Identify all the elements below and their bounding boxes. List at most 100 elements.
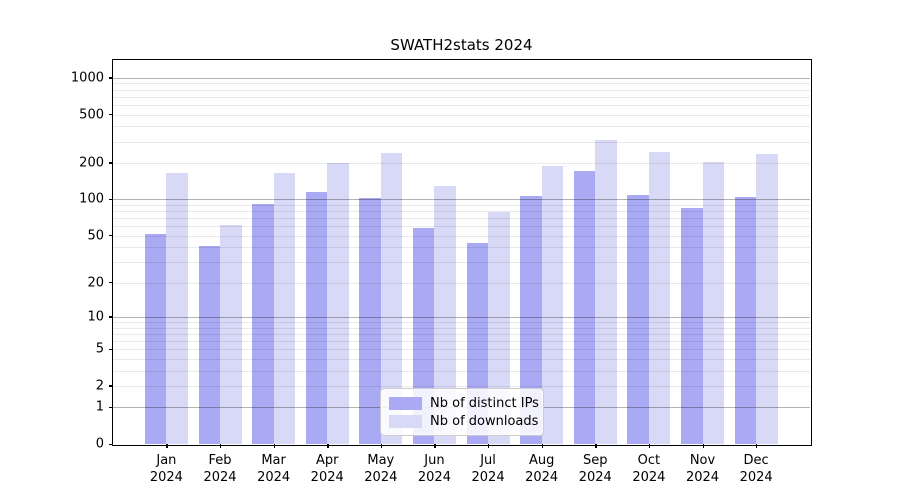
x-tick-jun-2024 <box>434 444 436 448</box>
bar-nb-of-distinct-ips-may-2024 <box>359 198 381 444</box>
y-tick-100 <box>109 198 113 201</box>
y-tick-10 <box>109 316 113 318</box>
y-tick-label-200: 200 <box>79 155 104 171</box>
x-tick-label-oct-2024: Oct 2024 <box>632 453 666 485</box>
y-tick-label-0: 0 <box>95 436 104 452</box>
x-tick-label-jun-2024: Jun 2024 <box>417 453 451 485</box>
gridline-minor-70 <box>113 218 810 220</box>
y-tick-500 <box>109 114 113 116</box>
gridline-minor-50 <box>113 235 810 237</box>
y-tick-2 <box>109 385 113 387</box>
y-tick-label-5: 5 <box>95 341 104 357</box>
chart-title: SWATH2stats 2024 <box>390 36 533 54</box>
y-tick-label-2: 2 <box>95 378 104 394</box>
bar-nb-of-downloads-sep-2024 <box>595 140 617 444</box>
legend-item-downloads: Nb of downloads <box>389 413 539 430</box>
x-tick-label-jul-2024: Jul 2024 <box>471 453 505 485</box>
gridline-major-100 <box>113 199 810 201</box>
bar-nb-of-distinct-ips-jan-2024 <box>144 233 167 444</box>
y-tick-label-20: 20 <box>87 275 104 291</box>
bar-nb-of-downloads-jan-2024 <box>166 173 188 444</box>
x-tick-label-mar-2024: Mar 2024 <box>257 453 291 485</box>
y-tick-label-10: 10 <box>87 309 104 325</box>
x-tick-mar-2024 <box>273 444 275 448</box>
bar-nb-of-distinct-ips-oct-2024 <box>627 195 649 444</box>
y-tick-20 <box>109 282 113 284</box>
legend-swatch-distinct-ips <box>389 397 422 410</box>
gridline-minor-3 <box>113 370 810 372</box>
y-tick-label-1: 1 <box>95 399 104 415</box>
x-tick-label-nov-2024: Nov 2024 <box>685 453 720 485</box>
x-tick-feb-2024 <box>220 444 222 448</box>
gridline-minor-9 <box>113 321 810 323</box>
x-tick-apr-2024 <box>327 444 329 448</box>
x-tick-sep-2024 <box>595 444 597 448</box>
bar-nb-of-distinct-ips-aug-2024 <box>520 196 542 444</box>
bar-nb-of-downloads-dec-2024 <box>756 153 778 444</box>
y-tick-50 <box>109 235 113 237</box>
gridline-minor-20 <box>113 282 810 284</box>
bar-nb-of-distinct-ips-sep-2024 <box>573 171 596 444</box>
plot-area: Jan 2024 Feb 2024 Mar 2024 Apr 2024 May 2024 Jun 20… <box>71 58 812 485</box>
bar-nb-of-distinct-ips-mar-2024 <box>252 204 274 444</box>
x-tick-dec-2024 <box>756 444 758 448</box>
bar-nb-of-downloads-nov-2024 <box>702 162 724 444</box>
gridline-minor-5 <box>113 349 810 351</box>
legend-swatch-downloads <box>389 415 422 428</box>
gridline-minor-700 <box>113 96 810 98</box>
gridline-minor-600 <box>113 104 810 106</box>
gridline-minor-7 <box>113 333 810 335</box>
legend-label-downloads: Nb of downloads <box>430 414 539 429</box>
gridline-minor-4 <box>113 358 810 360</box>
bar-nb-of-downloads-aug-2024 <box>541 166 564 444</box>
y-tick-1000 <box>109 77 113 79</box>
gridline-minor-500 <box>113 114 810 116</box>
bar-nb-of-distinct-ips-dec-2024 <box>734 196 757 444</box>
gridline-minor-800 <box>113 89 810 91</box>
x-tick-aug-2024 <box>541 444 543 448</box>
x-tick-may-2024 <box>380 444 383 448</box>
gridline-minor-400 <box>113 126 810 128</box>
bar-nb-of-distinct-ips-feb-2024 <box>198 245 220 444</box>
legend: Nb of distinct IPs Nb of downloads <box>380 388 544 436</box>
x-tick-label-feb-2024: Feb 2024 <box>203 453 237 485</box>
bar-nb-of-distinct-ips-apr-2024 <box>305 192 328 444</box>
x-tick-label-apr-2024: Apr 2024 <box>310 453 344 485</box>
y-tick-label-500: 500 <box>79 107 104 122</box>
gridline-minor-40 <box>113 247 810 249</box>
bar-nb-of-downloads-oct-2024 <box>648 152 671 444</box>
gridline-minor-900 <box>113 83 810 85</box>
y-tick-label-50: 50 <box>87 228 104 244</box>
y-tick-label-100: 100 <box>79 191 104 207</box>
x-tick-jan-2024 <box>166 444 168 448</box>
gridline-minor-60 <box>113 226 810 228</box>
y-tick-0 <box>109 443 113 445</box>
x-tick-label-sep-2024: Sep 2024 <box>578 453 612 485</box>
gridline-major-1000 <box>113 77 810 79</box>
x-tick-label-jan-2024: Jan 2024 <box>149 453 183 485</box>
legend-label-distinct-ips: Nb of distinct IPs <box>430 396 539 411</box>
y-tick-200 <box>109 162 113 164</box>
x-tick-jul-2024 <box>488 444 490 448</box>
bar-nb-of-downloads-jun-2024 <box>434 186 456 444</box>
bar-nb-of-distinct-ips-nov-2024 <box>681 207 703 444</box>
y-tick-5 <box>109 348 113 350</box>
x-tick-nov-2024 <box>702 444 704 448</box>
x-tick-label-may-2024: May 2024 <box>364 453 398 485</box>
gridline-minor-6 <box>113 340 810 342</box>
x-tick-oct-2024 <box>648 444 651 448</box>
gridline-minor-300 <box>113 141 810 143</box>
x-tick-label-dec-2024: Dec 2024 <box>739 453 773 485</box>
x-tick-label-aug-2024: Aug 2024 <box>525 453 559 485</box>
gridline-minor-90 <box>113 204 810 206</box>
gridline-minor-30 <box>113 261 810 263</box>
gridline-minor-2 <box>113 385 810 387</box>
y-tick-1 <box>109 406 113 409</box>
legend-item-distinct-ips: Nb of distinct IPs <box>389 395 539 412</box>
gridline-minor-8 <box>113 327 810 329</box>
y-tick-label-1000: 1000 <box>70 70 104 86</box>
gridline-major-10 <box>113 316 810 318</box>
bar-nb-of-downloads-mar-2024 <box>273 173 296 444</box>
gridline-minor-200 <box>113 162 810 164</box>
